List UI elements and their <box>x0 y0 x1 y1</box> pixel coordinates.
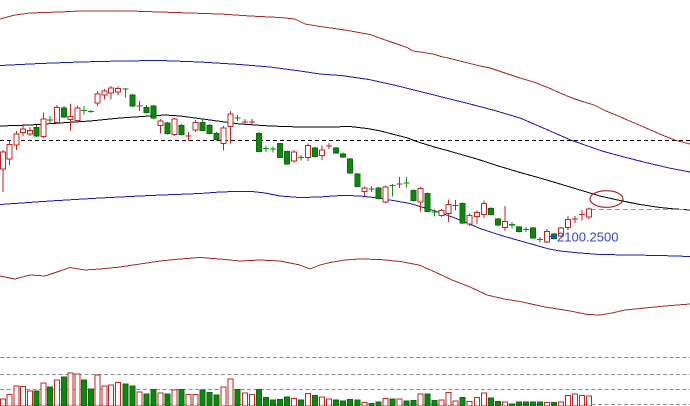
svg-text:2100.2500: 2100.2500 <box>557 230 618 245</box>
